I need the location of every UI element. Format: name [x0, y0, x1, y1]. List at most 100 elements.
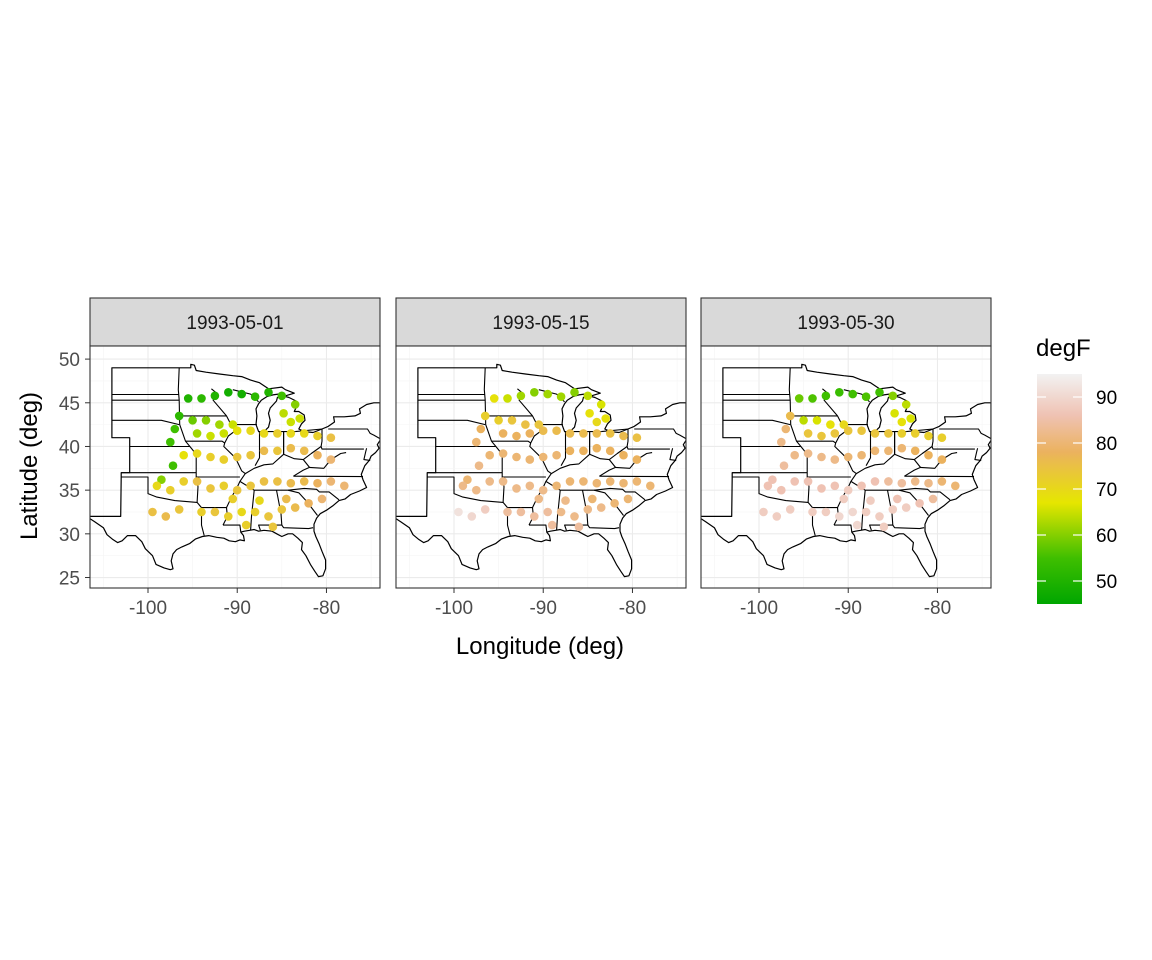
facet-panel: 1993-05-01 -100 -90 -80 [89, 297, 381, 619]
facet-panel: 1993-05-30 -100 -90 -80 [700, 297, 992, 619]
data-point [835, 388, 844, 397]
data-point [538, 485, 548, 495]
state-boundary [861, 490, 866, 531]
data-point [192, 449, 202, 458]
legend-title: degF [1036, 335, 1091, 362]
state-boundary [223, 524, 242, 533]
data-point [619, 478, 628, 488]
data-point [543, 507, 552, 517]
color-legend: degF 50 60 70 80 90 [1036, 335, 1117, 604]
data-point [768, 475, 777, 485]
data-point [255, 496, 264, 505]
state-boundary [239, 480, 340, 501]
data-point [915, 499, 924, 508]
state-boundary [320, 429, 364, 450]
data-point [152, 481, 162, 491]
data-point [619, 450, 628, 460]
state-boundary [796, 440, 837, 444]
y-axis: 25 30 35 40 45 50 [59, 350, 90, 590]
data-point [512, 431, 521, 441]
data-point [884, 477, 893, 486]
data-point [166, 485, 175, 495]
panel-background [90, 346, 380, 588]
data-point [246, 481, 255, 491]
data-point [588, 494, 597, 504]
data-point [480, 505, 490, 514]
data-point [530, 512, 539, 521]
facet-label: 1993-05-01 [186, 313, 283, 334]
data-point [803, 449, 813, 458]
data-point [857, 450, 866, 460]
data-point [313, 431, 322, 441]
data-point [286, 443, 296, 453]
data-point [179, 450, 188, 460]
data-point [228, 420, 238, 429]
data-point [530, 388, 539, 397]
data-point [574, 522, 584, 532]
data-point [237, 389, 246, 399]
data-point [879, 522, 889, 532]
data-point [619, 431, 628, 441]
data-point [632, 433, 642, 443]
data-point [817, 452, 826, 462]
data-point [228, 494, 238, 504]
data-point [579, 477, 588, 486]
data-point [565, 477, 575, 486]
data-point [210, 391, 220, 401]
facet-panel: 1993-05-15 -100 -90 -80 [395, 297, 687, 619]
data-point [585, 409, 594, 418]
data-point [516, 391, 526, 401]
data-point [467, 512, 477, 521]
legend-label: 80 [1096, 434, 1117, 455]
data-point [821, 391, 831, 401]
x-tick-label: -100 [435, 598, 473, 619]
data-point [763, 481, 773, 491]
data-point [799, 416, 808, 425]
data-point [538, 452, 548, 462]
data-point [219, 429, 229, 438]
data-point [250, 507, 260, 517]
data-point [937, 477, 947, 486]
y-tick-label: 30 [59, 525, 80, 546]
data-point [839, 420, 849, 429]
data-point [843, 426, 853, 436]
state-boundary [834, 524, 853, 533]
data-point [174, 505, 184, 514]
legend-label: 50 [1096, 572, 1117, 593]
data-point [512, 484, 521, 493]
data-point [547, 520, 557, 530]
data-point [556, 507, 566, 517]
data-point [326, 455, 336, 464]
state-boundary [626, 429, 670, 450]
data-point [777, 485, 786, 495]
data-point [556, 392, 566, 402]
data-point [259, 429, 269, 438]
data-point [264, 512, 273, 521]
data-point [299, 446, 309, 456]
state-boundary [491, 440, 532, 444]
data-point [237, 507, 246, 517]
data-point [268, 522, 278, 532]
legend-label: 60 [1096, 526, 1117, 547]
state-boundary [601, 428, 629, 433]
data-point [610, 499, 619, 508]
state-boundary [906, 428, 934, 433]
x-tick-label: -80 [313, 598, 340, 619]
data-point [313, 450, 322, 460]
data-point [857, 426, 866, 436]
data-point [290, 503, 300, 512]
data-point [472, 485, 481, 495]
data-point [632, 477, 642, 486]
data-point [161, 512, 171, 521]
data-point [779, 461, 789, 471]
data-point [790, 477, 799, 486]
data-point [259, 477, 269, 486]
data-point [890, 409, 899, 418]
data-point [485, 477, 495, 486]
data-point [906, 414, 915, 423]
data-point [188, 416, 197, 425]
data-point [839, 494, 849, 504]
state-boundary [295, 428, 323, 433]
data-point [512, 452, 521, 462]
state-boundary [974, 448, 982, 461]
